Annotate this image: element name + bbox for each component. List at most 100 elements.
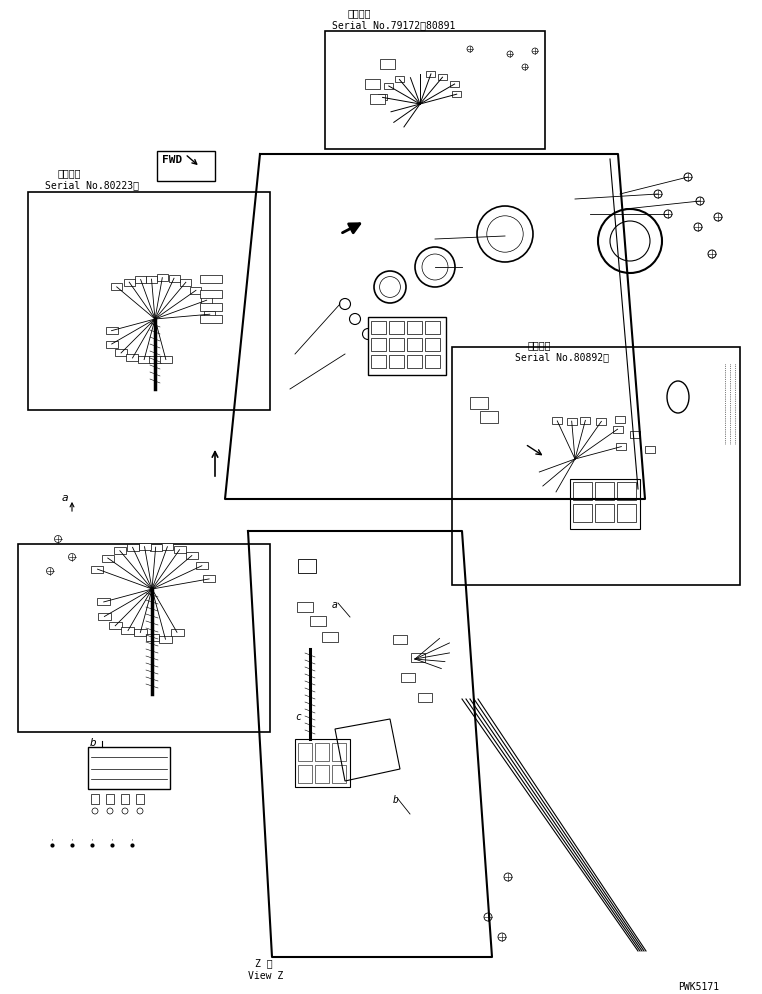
Bar: [157, 275, 168, 282]
Bar: [595, 505, 614, 523]
Bar: [149, 544, 162, 551]
Bar: [470, 398, 488, 410]
Bar: [573, 482, 592, 501]
Bar: [425, 322, 440, 335]
Bar: [389, 339, 404, 352]
Bar: [617, 505, 636, 523]
Bar: [315, 744, 329, 761]
Bar: [136, 794, 144, 804]
Bar: [98, 613, 110, 620]
Text: Serial No.79172～80891: Serial No.79172～80891: [332, 20, 456, 30]
Bar: [384, 83, 393, 89]
Bar: [160, 357, 172, 364]
Bar: [139, 544, 151, 551]
Bar: [395, 78, 404, 83]
Text: FWD: FWD: [162, 155, 182, 165]
Text: Serial No.80223～: Serial No.80223～: [45, 180, 139, 190]
Bar: [149, 356, 161, 363]
Bar: [174, 547, 185, 554]
Bar: [121, 794, 129, 804]
Bar: [91, 567, 104, 574]
Bar: [389, 356, 404, 369]
Bar: [425, 356, 440, 369]
Bar: [123, 279, 135, 286]
Bar: [597, 418, 607, 425]
Text: b: b: [393, 794, 399, 804]
Bar: [322, 632, 338, 642]
Bar: [370, 94, 385, 105]
Bar: [201, 297, 212, 304]
Bar: [371, 356, 386, 369]
Bar: [393, 635, 407, 644]
Bar: [181, 279, 191, 286]
Bar: [135, 276, 146, 283]
Text: a: a: [62, 492, 69, 503]
Bar: [452, 92, 461, 98]
Bar: [630, 431, 640, 438]
Bar: [452, 348, 740, 585]
Bar: [418, 693, 432, 702]
Bar: [325, 32, 545, 150]
Bar: [168, 275, 180, 282]
Bar: [332, 765, 346, 783]
Bar: [134, 629, 147, 636]
Bar: [298, 765, 312, 783]
Bar: [613, 426, 623, 433]
Text: b: b: [90, 738, 97, 747]
Text: Z 視: Z 視: [255, 957, 273, 967]
Text: a: a: [332, 599, 338, 609]
Bar: [310, 616, 326, 626]
Bar: [298, 744, 312, 761]
Bar: [91, 794, 99, 804]
Text: 適用号機: 適用号機: [528, 340, 552, 350]
Bar: [411, 653, 425, 662]
Bar: [450, 82, 459, 87]
Bar: [615, 416, 625, 423]
Bar: [573, 505, 592, 523]
Bar: [595, 482, 614, 501]
Bar: [28, 193, 270, 411]
Bar: [407, 339, 422, 352]
Bar: [106, 794, 114, 804]
Bar: [371, 322, 386, 335]
Bar: [146, 276, 157, 283]
Bar: [126, 355, 139, 362]
Bar: [581, 417, 591, 424]
Text: PWK5171: PWK5171: [678, 981, 719, 991]
Bar: [407, 322, 422, 335]
Bar: [200, 275, 222, 283]
Bar: [298, 560, 316, 574]
Bar: [617, 482, 636, 501]
Bar: [438, 76, 447, 82]
Bar: [18, 545, 270, 733]
Bar: [200, 290, 222, 299]
Bar: [146, 634, 158, 641]
Bar: [570, 479, 640, 530]
Text: c: c: [295, 712, 301, 722]
Bar: [389, 322, 404, 335]
Bar: [645, 446, 655, 453]
Bar: [552, 418, 562, 425]
Bar: [204, 311, 216, 318]
Bar: [203, 576, 215, 582]
Bar: [315, 765, 329, 783]
Bar: [567, 418, 577, 425]
Bar: [109, 622, 122, 629]
Bar: [200, 316, 222, 324]
Text: 適用号機: 適用号機: [58, 168, 82, 178]
Bar: [121, 627, 135, 634]
Text: Serial No.80892～: Serial No.80892～: [515, 352, 609, 362]
Bar: [332, 744, 346, 761]
Bar: [378, 95, 387, 101]
Bar: [111, 284, 122, 291]
Bar: [297, 602, 313, 612]
Bar: [616, 443, 626, 450]
Text: 適用号機: 適用号機: [348, 8, 372, 18]
Bar: [106, 341, 117, 348]
Bar: [427, 72, 435, 78]
Bar: [115, 350, 127, 357]
Bar: [157, 152, 215, 182]
Bar: [295, 740, 350, 787]
Bar: [88, 747, 170, 789]
Bar: [105, 328, 117, 335]
